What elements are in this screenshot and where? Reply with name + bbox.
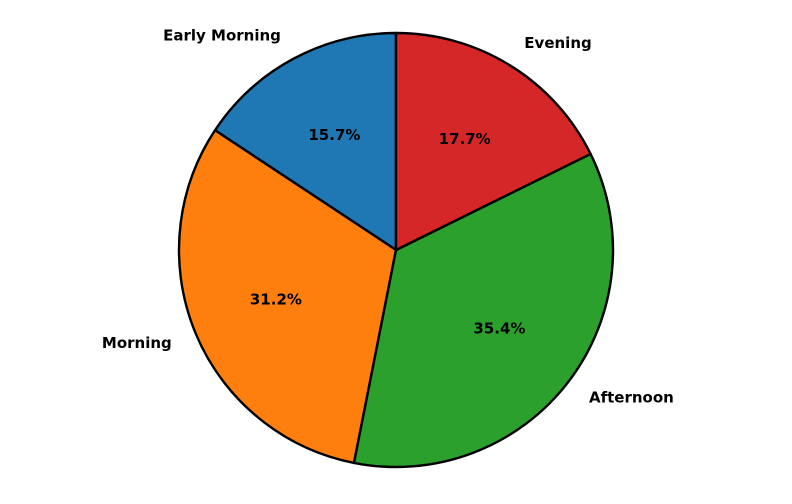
slice-percent-evening: 17.7% bbox=[439, 130, 491, 148]
slice-label-evening: Evening bbox=[524, 34, 591, 52]
pie-slice-evening bbox=[394, 31, 592, 252]
pie-labels: Early Morning 15.7% Morning 31.2% Afternoon 3… bbox=[102, 26, 674, 406]
slice-percent-morning: 31.2% bbox=[250, 291, 302, 309]
slice-percent-early-morning: 15.7% bbox=[308, 126, 360, 144]
slice-percent-afternoon: 35.4% bbox=[473, 320, 525, 338]
slice-label-early-morning: Early Morning bbox=[163, 26, 281, 44]
pie-slices bbox=[177, 31, 615, 469]
slice-label-morning: Morning bbox=[102, 334, 172, 352]
pie-slice-early-morning bbox=[213, 31, 398, 252]
pie-slice-afternoon bbox=[352, 152, 615, 469]
slice-label-afternoon: Afternoon bbox=[589, 388, 674, 406]
pie-slice-morning bbox=[177, 129, 398, 465]
